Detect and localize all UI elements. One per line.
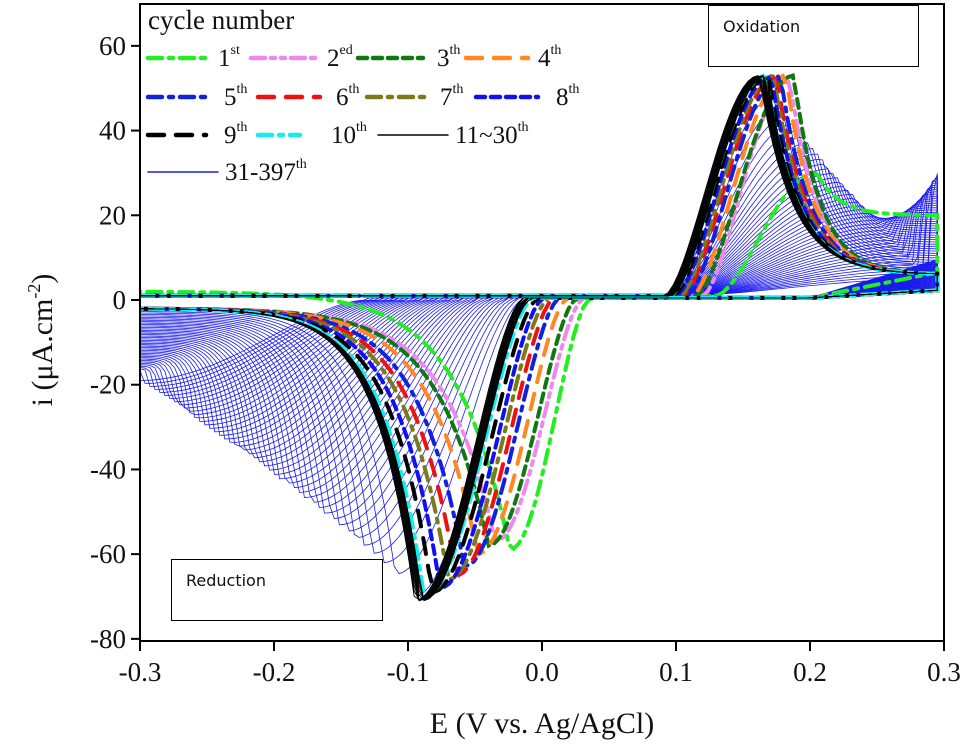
y-axis: 60 40 20 0 -20 -40 -60 -80 — [90, 31, 140, 654]
legend-label: 2ed — [327, 43, 353, 72]
x-tick-label: -0.2 — [253, 657, 296, 687]
legend-label: 10th — [331, 120, 367, 149]
y-tick-label: -40 — [90, 454, 126, 484]
y-axis-title-main: i (μA.cm — [26, 299, 59, 407]
oxidation-label: Oxidation — [723, 17, 801, 36]
x-axis-title: E (V vs. Ag/AgCl) — [430, 707, 654, 740]
y-tick-label: -20 — [90, 370, 126, 400]
y-axis-title-sup: -2 — [24, 284, 44, 299]
y-tick-label: -80 — [90, 624, 126, 654]
reduction-annotation-box — [171, 559, 383, 621]
legend-label: 31-397th — [225, 157, 307, 186]
y-tick-label: 40 — [99, 116, 126, 146]
x-tick-label: 0.2 — [793, 657, 827, 687]
y-tick-label: 60 — [99, 31, 126, 61]
legend-label: 1st — [218, 43, 240, 72]
legend-label: 7th — [440, 82, 463, 111]
series-9-curve — [140, 72, 940, 595]
legend-label: 11~30th — [455, 120, 529, 149]
legend-label: 6th — [336, 82, 359, 111]
legend-label: 5th — [224, 82, 247, 111]
legend-label: 8th — [556, 82, 579, 111]
y-axis-title: i (μA.cm-2) — [24, 274, 59, 407]
y-tick-label: -60 — [90, 539, 126, 569]
y-tick-label: 0 — [113, 285, 127, 315]
series-31-397-curve — [140, 75, 938, 597]
oxidation-annotation-box — [708, 5, 919, 67]
legend-label: 9th — [224, 120, 247, 149]
series-31-397-curve — [140, 214, 938, 440]
legend-label: 3th — [437, 43, 460, 72]
legend: cycle number 1st 2ed 3th 4th 5th 6th 7th 8th 9th… — [145, 5, 579, 186]
legend-label: 4th — [538, 43, 561, 72]
x-axis: -0.3 -0.2 -0.1 0.0 0.1 0.2 0.3 — [119, 641, 961, 687]
series-11-30-curve — [140, 75, 938, 602]
legend-title: cycle number — [148, 5, 294, 35]
series-1-curve — [140, 171, 940, 552]
plot-frame — [139, 3, 945, 642]
plot-area — [140, 72, 940, 602]
reduction-label: Reduction — [186, 571, 266, 590]
y-tick-label: 20 — [99, 200, 126, 230]
y-axis-title-close: ) — [26, 274, 59, 284]
x-tick-label: 0.1 — [659, 657, 693, 687]
x-tick-label: -0.1 — [387, 657, 430, 687]
x-tick-label: -0.3 — [119, 657, 162, 687]
x-tick-label: 0.0 — [525, 657, 559, 687]
x-tick-label: 0.3 — [927, 657, 961, 687]
